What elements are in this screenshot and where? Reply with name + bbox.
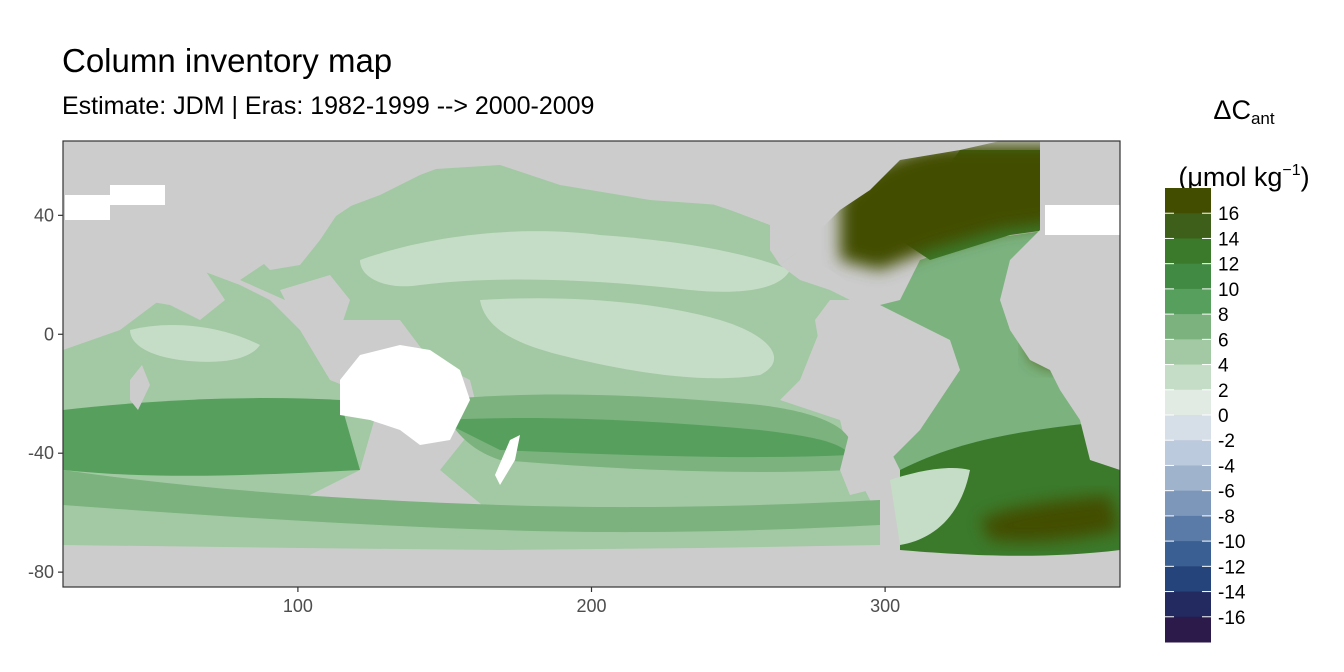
band-indian-south (63, 398, 360, 476)
band-south-pacific-dark (440, 418, 850, 458)
weddell-hotspot (980, 495, 1120, 542)
legend-label: -8 (1218, 507, 1235, 528)
legend-swatch (1165, 591, 1211, 618)
map-panel (63, 141, 1120, 587)
legend-swatch (1165, 213, 1211, 239)
legend-label: 0 (1218, 406, 1229, 427)
legend-title-subscript: ant (1250, 109, 1275, 128)
x-tick-label: 300 (870, 596, 900, 616)
legend-swatch (1165, 616, 1211, 643)
band-equatorial-light (480, 298, 775, 379)
australia-land (340, 345, 470, 445)
legend-unit-sup: −1 (1282, 162, 1301, 179)
south-atlantic-light (890, 468, 970, 545)
legend-label: 2 (1218, 381, 1229, 402)
y-tick-label: 0 (44, 324, 54, 344)
legend-swatch (1165, 490, 1211, 517)
legend-label: -6 (1218, 482, 1235, 503)
legend-label: 6 (1218, 330, 1229, 351)
legend-swatch (1165, 440, 1211, 466)
arabia-india-land (120, 255, 225, 320)
legend-unit-close: ) (1300, 162, 1310, 192)
legend-swatch (1165, 566, 1211, 593)
legend-label: 8 (1218, 305, 1229, 326)
legend-label: 4 (1218, 356, 1229, 377)
legend-swatch (1165, 263, 1211, 290)
legend-swatch (1165, 314, 1211, 340)
band-north-pacific-light (360, 231, 790, 292)
ice-patch-1 (65, 195, 110, 220)
y-tick-label: -40 (28, 443, 54, 463)
legend-swatch (1165, 541, 1211, 567)
legend-label: 12 (1218, 255, 1239, 276)
legend-swatch (1165, 339, 1211, 366)
legend-swatch (1165, 188, 1211, 214)
legend-colorbar: 16 14 12 10 8 6 4 2 0 -2 -4 -6 -8 -10 -12 -14 -16 (1165, 188, 1246, 643)
chart-title: Column inventory map (62, 42, 393, 79)
legend-label: 10 (1218, 280, 1239, 301)
legend-label: 16 (1218, 204, 1239, 225)
legend-title-symbol: ΔCant (1160, 84, 1328, 145)
band-indian-light (130, 325, 260, 362)
legend-label: -4 (1218, 456, 1235, 477)
legend-label: -16 (1218, 608, 1245, 629)
central-america-land (780, 250, 880, 305)
north-america-land (640, 141, 1000, 265)
legend-label: -12 (1218, 557, 1245, 578)
legend-unit-main: (μmol kg (1178, 162, 1283, 192)
legend-swatch (1165, 288, 1211, 315)
legend-title: ΔCant (μmol kg−1) (1160, 84, 1328, 203)
x-tick-label: 100 (283, 596, 313, 616)
legend-label: -10 (1218, 532, 1245, 553)
antarctica-land (63, 545, 1120, 587)
band-southern-ocean-light (63, 505, 880, 552)
land-masses (63, 141, 1120, 587)
legend-label: 14 (1218, 229, 1240, 250)
new-zealand-land (495, 435, 520, 485)
legend-swatch (1165, 515, 1211, 542)
legend-swatch (1165, 465, 1211, 492)
legend-swatch (1165, 415, 1211, 441)
y-tick-label: 40 (34, 205, 54, 225)
legend-label: -14 (1218, 583, 1246, 604)
legend-label: -2 (1218, 431, 1235, 452)
madagascar-land (130, 365, 150, 410)
y-tick-label: -80 (28, 562, 54, 582)
legend-swatch (1165, 238, 1211, 265)
south-america-land (815, 300, 960, 495)
southeast-asia-land (280, 275, 350, 330)
legend-swatch (1165, 389, 1211, 416)
legend-title-unit: (μmol kg−1) (1160, 145, 1328, 203)
chart-subtitle: Estimate: JDM | Eras: 1982-1999 --> 2000… (62, 92, 595, 120)
legend-swatch (1165, 364, 1211, 391)
ice-patch-2 (110, 185, 165, 205)
legend-title-delta-c: ΔC (1213, 95, 1251, 125)
ice-patch-3 (1045, 205, 1120, 235)
x-tick-label: 200 (576, 596, 606, 616)
eurasia-land (235, 141, 640, 270)
